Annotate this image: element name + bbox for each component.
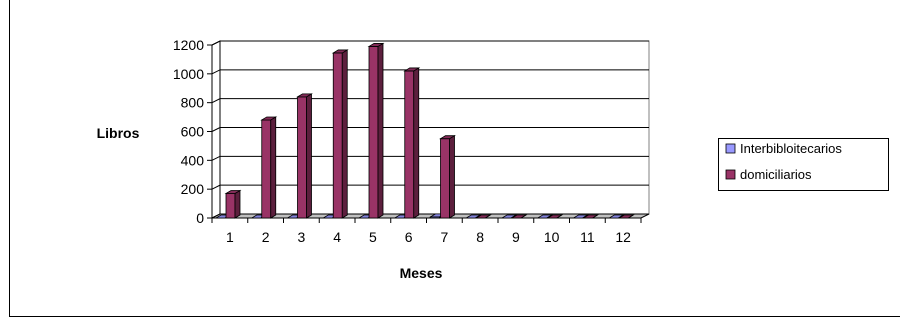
plot-area: [207, 40, 650, 223]
bar-top: [500, 214, 518, 219]
bar-front: [332, 52, 343, 219]
bar-domiciliarios-8: [474, 214, 492, 219]
bar-domiciliarios-12: [617, 214, 635, 219]
gridline: [211, 127, 649, 132]
x-tick-label: 7: [440, 229, 448, 245]
x-tick-labels: 1 2 3 4 5 6 7 8 9 10 11 12: [226, 229, 631, 245]
bar-top: [617, 214, 635, 219]
bar-top: [439, 135, 456, 140]
gridline: [211, 98, 649, 104]
bar-domiciliarios-3: [296, 93, 313, 219]
bar-top: [464, 214, 482, 219]
y-tick-labels: 0 200 400 600 800 1000 1200: [173, 37, 204, 226]
gridline: [211, 184, 649, 190]
bar-top: [367, 43, 385, 47]
bar-top: [510, 214, 528, 219]
bar-front: [297, 96, 307, 219]
bar-top: [607, 214, 625, 219]
bar-interbibloitecarios-12: [607, 214, 625, 219]
bar-front: [368, 46, 379, 219]
x-axis-label: Meses: [400, 265, 443, 281]
y-tick-label: 800: [181, 95, 205, 111]
y-tick-label: 0: [196, 210, 204, 226]
bar-interbibloitecarios-10: [536, 214, 554, 219]
bar-domiciliarios-4: [331, 49, 349, 219]
bar-side: [413, 67, 420, 219]
legend-swatch-domiciliarios: [725, 169, 736, 180]
bar-side: [306, 93, 312, 219]
x-tick-label: 3: [297, 229, 305, 245]
bar-side: [270, 116, 277, 219]
x-tick-label: 4: [333, 229, 341, 245]
bar-top: [403, 67, 421, 72]
bar-front: [404, 70, 415, 219]
bar-domiciliarios-10: [546, 214, 564, 219]
x-tick-label: 8: [476, 229, 484, 245]
gridline: [211, 155, 649, 161]
legend-label-interbibloitecarios: Interbibloitecarios: [740, 141, 842, 156]
y-axis-label: Libros: [97, 125, 140, 141]
bar-top: [536, 214, 554, 219]
bar-front: [225, 193, 236, 219]
bar-side: [377, 42, 384, 219]
bar-front: [440, 138, 450, 219]
bar-interbibloitecarios-11: [572, 214, 589, 219]
bar-domiciliarios-1: [224, 189, 242, 219]
bar-side: [234, 189, 241, 219]
legend-box: [718, 138, 889, 191]
bar-top: [296, 93, 313, 98]
bar-domiciliarios-7: [439, 135, 456, 219]
x-tick-label: 11: [580, 229, 595, 245]
gridline: [211, 69, 649, 75]
bar-top: [546, 214, 564, 219]
bar-domiciliarios-9: [510, 214, 528, 219]
x-tick-label: 6: [405, 229, 413, 245]
bar-interbibloitecarios-9: [500, 214, 518, 219]
bar-top: [260, 116, 278, 121]
x-tick-label: 5: [369, 229, 377, 245]
bar-interbibloitecarios-8: [464, 214, 482, 219]
bar-marks: [214, 42, 635, 219]
legend-label-domiciliarios: domiciliarios: [740, 167, 812, 182]
bar-side: [449, 135, 455, 219]
x-tick-label: 12: [615, 229, 631, 245]
y-tick-label: 600: [181, 124, 205, 140]
x-tick-label: 2: [262, 229, 270, 245]
bar-top: [224, 190, 242, 194]
legend: Interbibloitecarios domiciliarios: [718, 138, 889, 191]
bar-top: [572, 214, 589, 219]
bar-domiciliarios-5: [367, 42, 385, 219]
legend-swatch-interbibloitecarios: [725, 143, 736, 154]
bar-domiciliarios-6: [403, 67, 421, 219]
y-tick-label: 400: [181, 152, 205, 168]
bar-top: [582, 214, 599, 219]
bar-front: [261, 119, 272, 219]
bar-domiciliarios-11: [582, 214, 599, 219]
bar-domiciliarios-2: [260, 116, 278, 219]
x-tick-label: 1: [226, 229, 234, 245]
bar-side: [341, 49, 348, 219]
bar-top: [331, 49, 349, 54]
x-tick-label: 10: [544, 229, 560, 245]
x-tick-label: 9: [512, 229, 520, 245]
gridline: [211, 40, 649, 46]
bar-top: [474, 214, 492, 219]
y-tick-label: 1000: [173, 66, 204, 82]
y-tick-label: 1200: [173, 37, 204, 53]
y-tick-label: 200: [181, 181, 205, 197]
